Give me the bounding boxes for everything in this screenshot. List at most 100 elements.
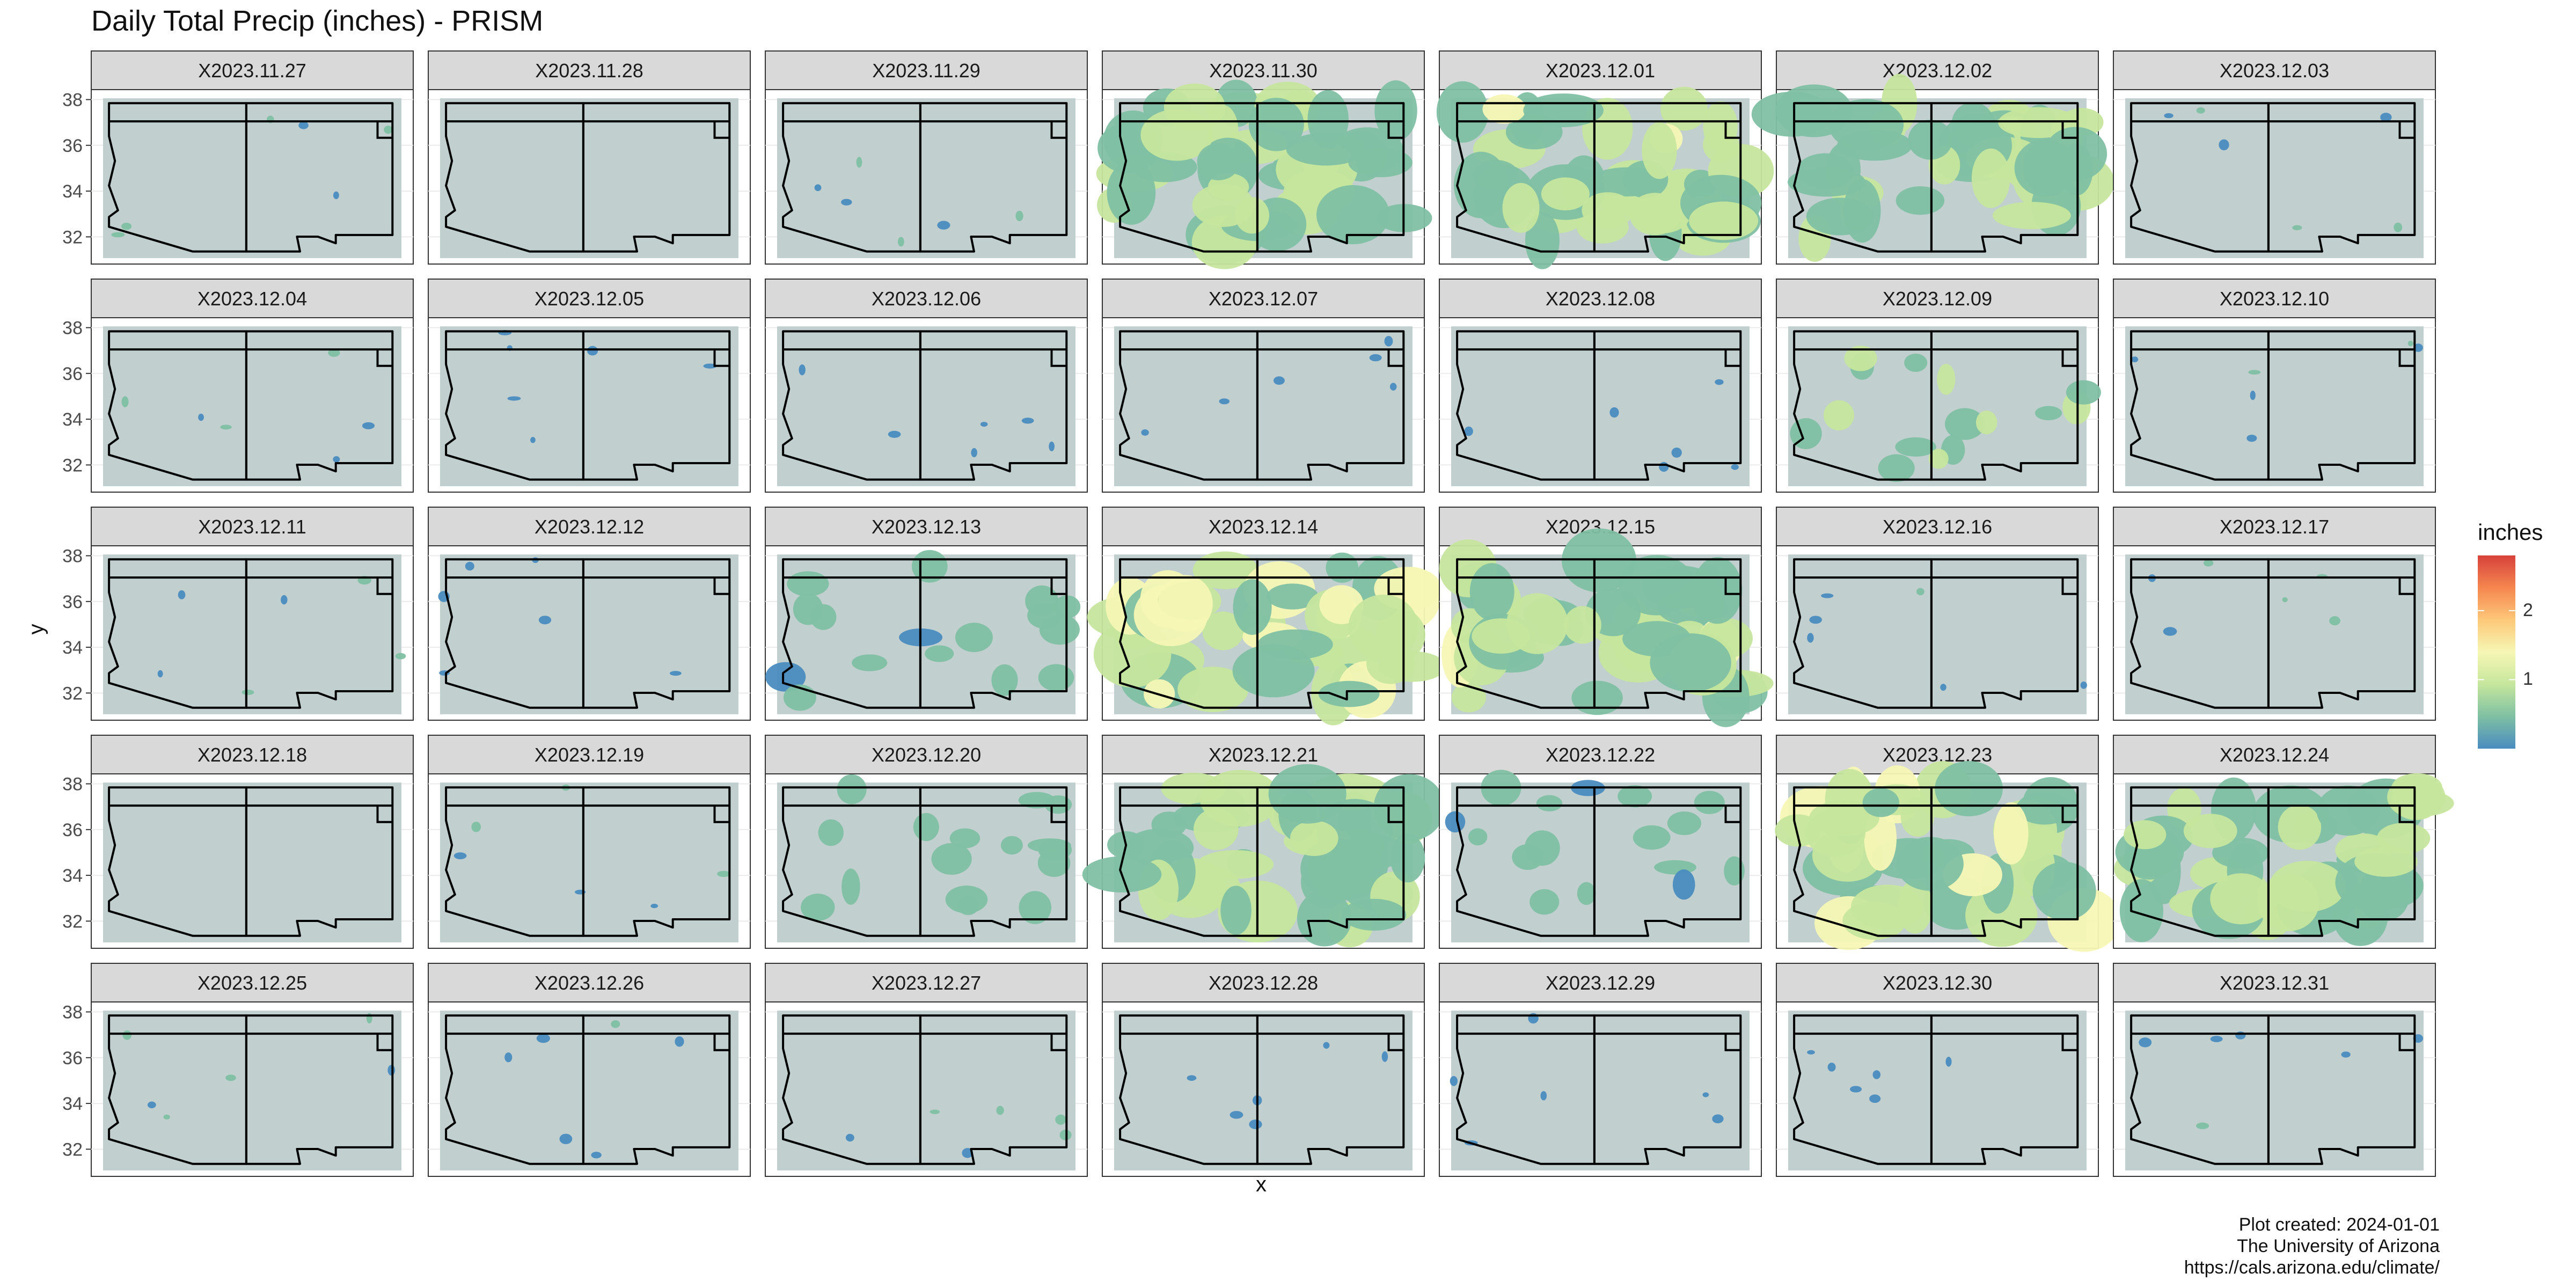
precip-cell: [1472, 618, 1530, 654]
precip-cell: [1642, 122, 1677, 179]
facet-strip-label: X2023.12.08: [1546, 288, 1655, 310]
new-mexico-outline: [1930, 558, 2079, 709]
precip-cell: [611, 1020, 620, 1028]
facet-strip: [765, 507, 1088, 546]
precip-cell: [333, 191, 339, 200]
precip-cell: [2219, 139, 2229, 151]
y-tick-label: 36: [62, 364, 83, 384]
precip-cell: [1464, 426, 1473, 436]
precip-cell: [2248, 370, 2261, 375]
land-raster: [103, 782, 401, 942]
precip-cell: [1609, 407, 1619, 418]
precip-cell: [1219, 398, 1230, 405]
facet-strip-label: X2023.12.31: [2220, 972, 2329, 994]
precip-cell: [1807, 633, 1814, 643]
precip-cell: [669, 671, 682, 676]
precip-cell: [1712, 1114, 1724, 1124]
precip-cell: [1197, 850, 1274, 879]
precip-cell: [121, 223, 132, 230]
land-raster: [2125, 326, 2424, 486]
precip-cell: [991, 664, 1018, 696]
precip-cell: [2380, 113, 2392, 122]
legend-tick-label: 1: [2523, 669, 2533, 690]
land-raster: [440, 1011, 738, 1170]
precip-cell: [1788, 167, 1866, 197]
precip-cell: [2124, 820, 2167, 850]
land-raster: [1451, 326, 1750, 486]
precip-cell: [925, 645, 954, 662]
texas-border-line: [376, 806, 393, 823]
precip-cell: [1323, 1042, 1330, 1049]
facet-strip-label: X2023.12.25: [197, 972, 307, 994]
precip-cell: [1163, 83, 1226, 131]
facet-strip: [428, 963, 751, 1002]
precip-cell: [1805, 809, 1866, 857]
precip-cell: [1541, 177, 1590, 210]
y-tick-label: 36: [62, 592, 83, 612]
precip-cell: [1843, 179, 1881, 243]
texas-border-line: [2061, 121, 2078, 139]
facet-strip-label: X2023.12.09: [1883, 288, 1992, 310]
precip-cell: [1151, 811, 1187, 838]
precip-cell: [1896, 186, 1945, 215]
precip-cell: [163, 1114, 170, 1119]
precip-cell: [1844, 346, 1877, 371]
precip-cell: [1158, 575, 1213, 633]
facet-panel: X2023.12.28: [1102, 963, 1425, 1177]
facet-strip: [1776, 507, 2099, 546]
precip-cell: [2329, 616, 2340, 626]
precip-cell: [1775, 84, 1853, 137]
new-mexico-outline: [919, 786, 1068, 937]
precip-cell: [122, 1030, 132, 1040]
precip-cell: [2210, 1036, 2223, 1042]
texas-border-line: [2061, 806, 2078, 823]
precip-cell: [1971, 148, 2010, 208]
facet-strip-label: X2023.12.30: [1883, 972, 1992, 994]
precip-cell: [1633, 825, 1671, 850]
precip-cell: [220, 425, 232, 430]
land-raster: [103, 1011, 401, 1170]
precip-cell: [1273, 376, 1285, 385]
texas-border-line: [2061, 577, 2078, 595]
x-axis-label: x: [1256, 1173, 1267, 1196]
precip-cell: [2035, 406, 2062, 421]
precip-cell: [1019, 891, 1052, 924]
facet-strip-label: X2023.12.18: [197, 744, 307, 766]
new-mexico-outline: [1593, 1014, 1742, 1165]
precip-cell: [1348, 595, 1418, 660]
new-mexico-outline: [245, 786, 394, 937]
precip-cell: [1220, 885, 1252, 935]
facet-strip: [765, 50, 1088, 90]
new-mexico-outline: [1593, 786, 1742, 937]
texas-border-line: [1387, 577, 1404, 595]
precip-cell: [1850, 1086, 1862, 1093]
precip-cell: [852, 654, 888, 671]
facet-panel: X2023.12.01: [1436, 50, 1774, 269]
facet-strip-label: X2023.12.05: [535, 288, 644, 310]
precip-cell: [856, 157, 862, 168]
precip-cell: [1895, 437, 1936, 457]
precip-cell: [178, 590, 186, 599]
texas-border-line: [376, 1034, 393, 1051]
texas-border-line: [376, 577, 393, 595]
facet-panel: X2023.12.24: [2113, 735, 2454, 949]
precip-cell: [955, 623, 993, 653]
facet-strip: [2113, 735, 2436, 774]
facet-strip-label: X2023.11.28: [535, 60, 643, 82]
facet-panel: X2023.12.10: [2113, 279, 2436, 493]
facet-panel: X2023.12.30: [1776, 963, 2099, 1177]
precip-cell: [845, 1133, 854, 1142]
precip-cell: [1692, 557, 1743, 624]
y-tick-label: 32: [62, 227, 83, 247]
precip-cell: [1021, 418, 1034, 424]
land-raster: [1451, 1011, 1750, 1170]
precip-cell: [931, 843, 972, 875]
y-tick-label: 34: [62, 638, 83, 658]
precip-cell: [465, 561, 474, 571]
precip-cell: [587, 346, 598, 356]
precip-cell: [1672, 869, 1695, 900]
precip-cell: [1389, 383, 1397, 391]
precip-cell: [1469, 563, 1514, 621]
precip-cell: [980, 421, 988, 427]
precip-cell: [971, 448, 978, 458]
